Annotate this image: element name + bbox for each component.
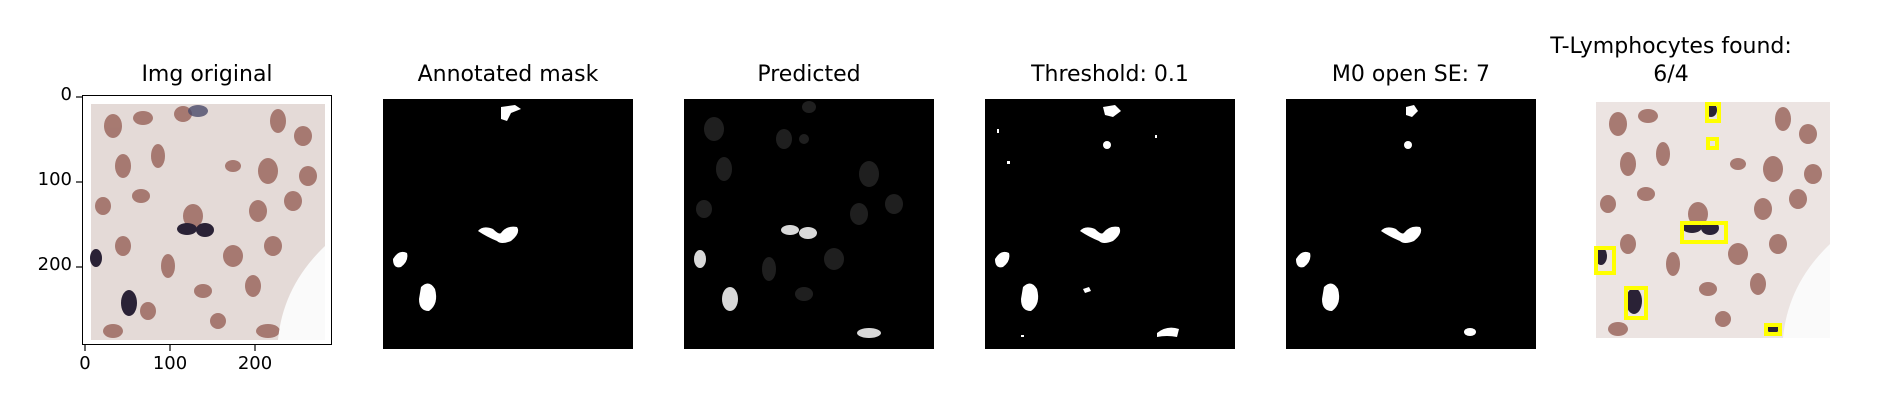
annotated-mask-image [383, 99, 633, 349]
title-img-original: Img original [82, 62, 332, 87]
title-predicted: Predicted [684, 62, 934, 87]
title-threshold: Threshold: 0.1 [985, 62, 1235, 87]
title-lymphocytes-found: T-Lymphocytes found: [1526, 34, 1816, 59]
predicted-image [684, 99, 934, 349]
title-m0-open: M0 open SE: 7 [1286, 62, 1536, 87]
title-annotated-mask: Annotated mask [383, 62, 633, 87]
x-tick-200: 200 [235, 353, 275, 374]
x-tick-100: 100 [150, 353, 190, 374]
y-tick-0: 0 [42, 84, 72, 105]
m0-open-image [1286, 99, 1536, 349]
original-image-axes: 0 100 200 0 100 200 [82, 95, 332, 345]
y-tick-200: 200 [32, 254, 72, 275]
detections-image [1596, 102, 1830, 338]
y-tick-100: 100 [32, 169, 72, 190]
title-lymphocytes-count: 6/4 [1526, 62, 1816, 87]
threshold-image [985, 99, 1235, 349]
x-tick-0: 0 [70, 353, 100, 374]
y-axis-ticks [82, 95, 332, 345]
